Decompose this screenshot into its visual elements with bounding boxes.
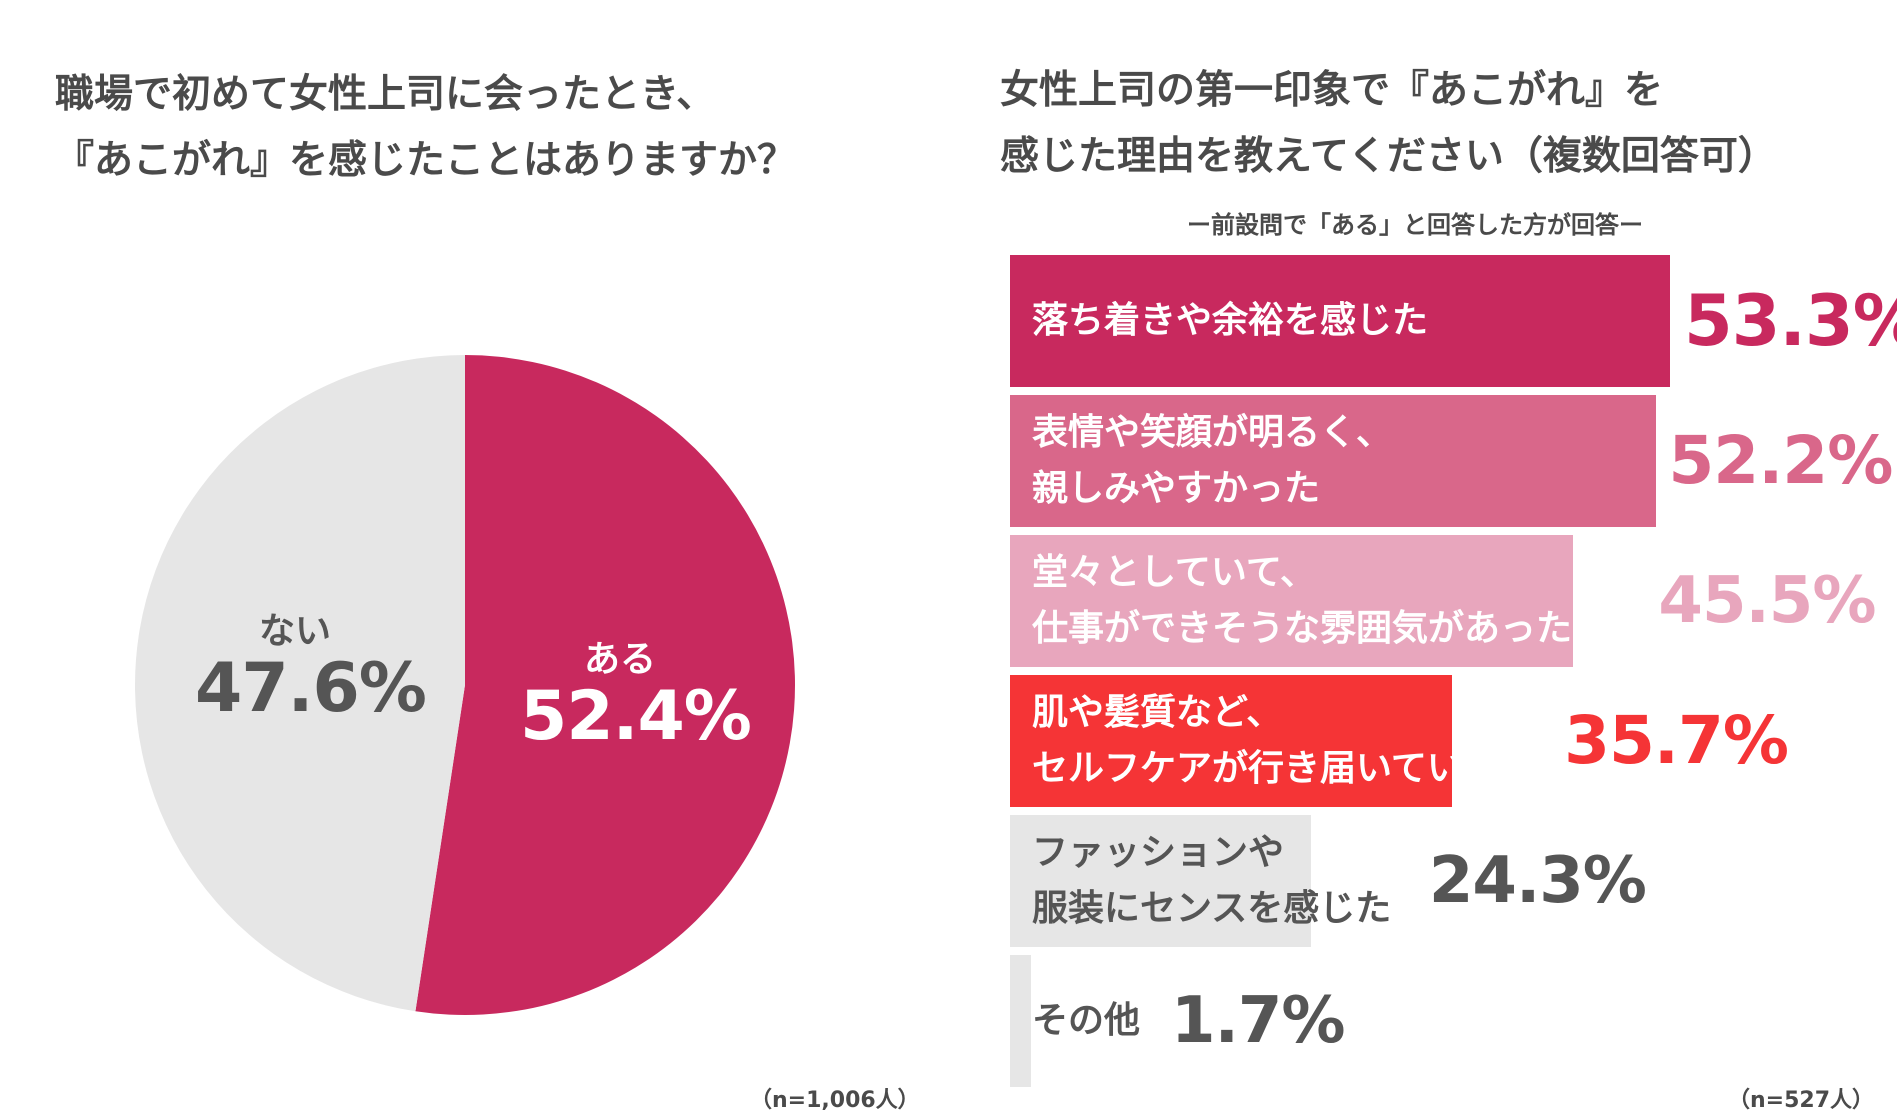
bar-1-label: 落ち着きや余裕を感じた [1032, 300, 1429, 341]
left-chart-title-line2: 『あこがれ』を感じたことはありますか？ [55, 138, 797, 183]
bar-5-value: 24.3% [1428, 844, 1647, 918]
left-sample-size-note: （n=1,006人） [750, 1088, 920, 1113]
bar-5: ファッションや 服装にセンスを感じた 24.3% [1010, 815, 1647, 947]
pie-slice-no [135, 355, 465, 1012]
bar-3-label: 堂々としていて、 仕事ができそうな雰囲気があった [1032, 552, 1573, 649]
bar-2: 表情や笑顔が明るく、 親しみやすかった 52.2% [1010, 395, 1893, 527]
bar-5-label: ファッションや 服装にセンスを感じた [1032, 832, 1392, 929]
bar-2-label: 表情や笑顔が明るく、 親しみやすかった [1032, 412, 1393, 509]
bar-4: 肌や髪質など、 セルフケアが行き届いていた 35.7% [1010, 675, 1789, 807]
bar-4-label: 肌や髪質など、 セルフケアが行き届いていた [1032, 692, 1499, 789]
pie-label-no-category: ない [258, 611, 331, 652]
bar-6: その他 1.7% [1010, 955, 1346, 1087]
pie-label-yes: ある 52.4% [520, 639, 752, 756]
right-chart-subnote: ー前設問で「ある」と回答した方が回答ー [1187, 211, 1643, 239]
bar-1: 落ち着きや余裕を感じた 53.3% [1010, 255, 1897, 387]
left-chart-title-line1: 職場で初めて女性上司に会ったとき、 [55, 72, 716, 117]
bar-4-value: 35.7% [1564, 702, 1789, 779]
pie-label-no-value: 47.6% [195, 648, 427, 728]
right-chart-title-line1: 女性上司の第一印象で『あこがれ』を [1000, 68, 1664, 113]
pie-slice-yes [415, 355, 796, 1015]
right-chart-title-line2: 感じた理由を教えてください（複数回答可） [1000, 134, 1777, 179]
bar-1-value: 53.3% [1684, 280, 1897, 362]
bar-3-value: 45.5% [1658, 564, 1876, 638]
right-chart-title: 女性上司の第一印象で『あこがれ』を 感じた理由を教えてください（複数回答可） [1000, 58, 1777, 190]
pie-label-no: ない 47.6% [195, 611, 427, 728]
bar-6-value: 1.7% [1171, 984, 1345, 1058]
right-sample-size-note: （n=527人） [1728, 1088, 1875, 1113]
bar-2-value: 52.2% [1668, 422, 1893, 499]
pie-chart [135, 355, 796, 1015]
pie-label-yes-category: ある [583, 639, 656, 680]
bar-6-label: その他 [1032, 1000, 1141, 1041]
bar-3: 堂々としていて、 仕事ができそうな雰囲気があった 45.5% [1010, 535, 1876, 667]
left-chart-title: 職場で初めて女性上司に会ったとき、 『あこがれ』を感じたことはありますか？ [55, 62, 796, 194]
pie-label-yes-value: 52.4% [520, 676, 752, 756]
